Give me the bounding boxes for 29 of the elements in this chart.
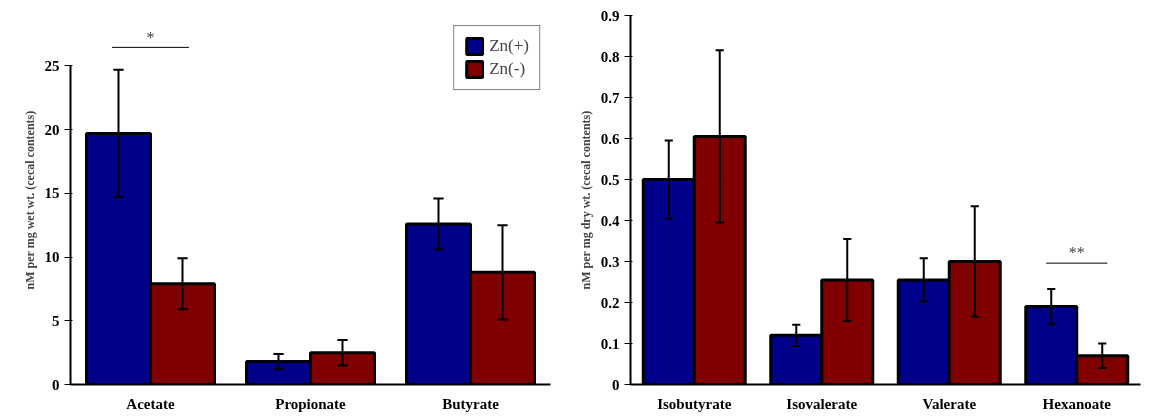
y-tick-label: 0.8 (600, 48, 620, 65)
y-tick-label: 0.1 (600, 335, 620, 352)
x-tick-label: Hexanoate (1042, 395, 1112, 412)
x-tick-label: Propionate (275, 395, 347, 412)
y-tick-label: 0.2 (600, 294, 620, 311)
y-tick-label: 20 (44, 121, 60, 138)
legend-label: Zn(+) (489, 36, 529, 56)
annotation: ** (1068, 244, 1085, 262)
y-axis-title: nM per mg wet wt. (cecal contents) (22, 110, 37, 290)
y-tick-label: 0 (52, 376, 60, 393)
y-tick-label: 0.9 (600, 7, 620, 24)
y-tick-label: 0.3 (600, 253, 620, 270)
legend-label: Zn(-) (489, 59, 526, 79)
y-tick-label: 0.7 (600, 89, 620, 106)
text: * (146, 28, 155, 46)
y-tick-label: 0.6 (600, 130, 620, 147)
x-tick-label: Acetate (126, 395, 175, 412)
y-tick-label: 15 (44, 185, 60, 202)
y-tick-label: 5 (52, 312, 60, 329)
y-tick-label: 0.5 (600, 171, 620, 188)
y-tick-label: 0 (612, 376, 620, 393)
y-tick-label: 0.4 (600, 212, 620, 229)
y-tick-label: 25 (44, 57, 60, 74)
x-tick-label: Isovalerate (786, 395, 858, 412)
x-tick-label: Isobutyrate (657, 395, 732, 412)
x-tick-label: Valerate (922, 395, 977, 412)
y-tick-label: 10 (44, 249, 60, 266)
x-tick-label: Butyrate (442, 395, 500, 412)
y-axis-title: nM per mg dry wt. (cecal contents) (578, 110, 593, 290)
